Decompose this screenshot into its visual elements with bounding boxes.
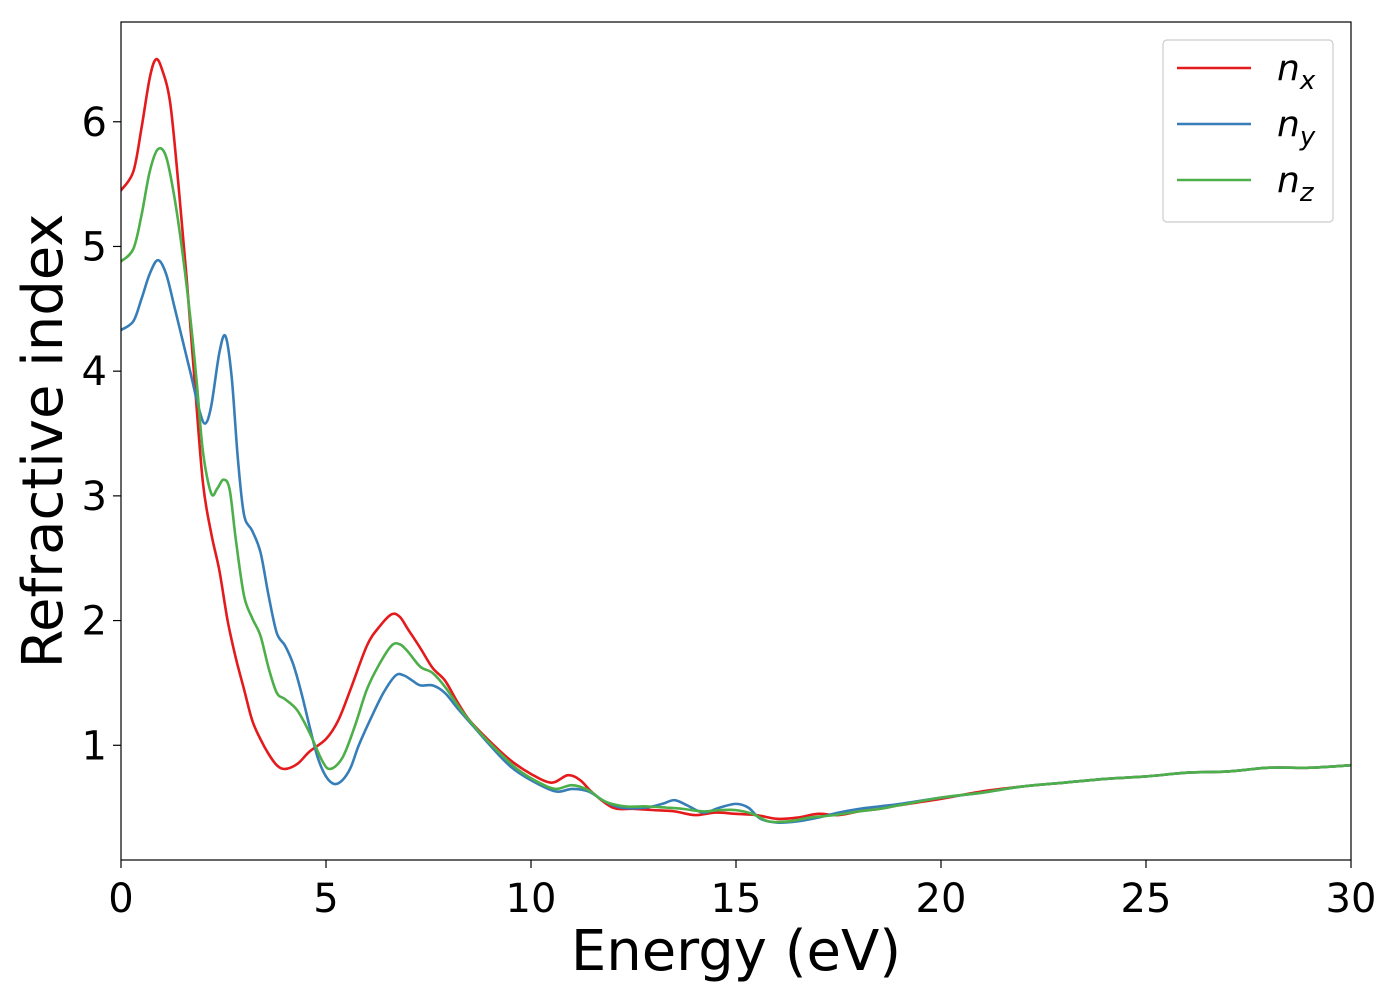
x-tick-label: 0 <box>108 876 133 922</box>
y-tick-label: 1 <box>82 723 107 769</box>
legend-label-ny: ny <box>1277 104 1316 152</box>
series-line-ny <box>121 258 1351 824</box>
y-tick-label: 5 <box>82 224 107 270</box>
legend-label-nx: nx <box>1277 48 1316 96</box>
x-tick-label: 15 <box>711 876 762 922</box>
x-tick-label: 30 <box>1326 876 1377 922</box>
y-tick-label: 4 <box>82 349 107 395</box>
series-line-nz <box>121 146 1351 824</box>
y-axis: 1 2 3 4 5 6 <box>82 100 121 769</box>
x-axis: 0 5 10 15 20 25 30 <box>108 860 1376 922</box>
x-tick-label: 25 <box>1121 876 1172 922</box>
x-tick-label: 20 <box>916 876 967 922</box>
legend-label-nz: nz <box>1277 160 1315 208</box>
x-tick-label: 10 <box>506 876 557 922</box>
legend: nx ny nz <box>1162 39 1334 223</box>
y-tick-label: 2 <box>82 599 107 645</box>
x-tick-label: 5 <box>313 876 338 922</box>
x-axis-label: Energy (eV) <box>571 919 901 984</box>
legend-box <box>1162 39 1334 223</box>
y-axis-label: Refractive index <box>11 214 76 669</box>
y-tick-label: 3 <box>82 474 107 520</box>
series-layer <box>121 57 1351 824</box>
y-tick-label: 6 <box>82 100 107 146</box>
